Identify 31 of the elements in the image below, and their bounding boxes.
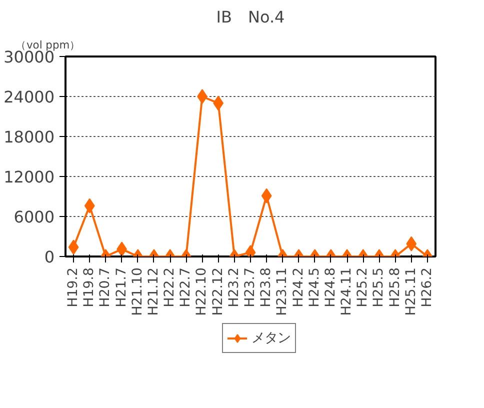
x-tick-label: H22.7 [178, 267, 194, 308]
chart-title: IB No.4 [216, 8, 285, 26]
x-tick-label: H25.11 [404, 267, 419, 316]
x-tick-label: H26.2 [420, 267, 435, 308]
x-tick-label: H20.7 [98, 267, 114, 308]
x-tick-label: H22.12 [210, 267, 226, 316]
x-tick-label: H19.8 [82, 267, 98, 308]
x-tick-label: H22.2 [162, 267, 178, 308]
x-tick-label: H23.11 [275, 267, 290, 316]
y-tick-label: 18000 [4, 128, 55, 146]
x-tick-label: H24.5 [307, 267, 322, 308]
x-tick-label: H25.2 [356, 267, 371, 308]
x-tick-label: H24.8 [323, 267, 338, 308]
x-tick-label: H24.2 [291, 267, 306, 308]
y-tick-label: 0 [44, 248, 55, 266]
x-tick-label: H21.7 [114, 267, 130, 308]
x-tick-label: H25.8 [388, 267, 403, 308]
x-tick-label: H19.2 [66, 267, 82, 308]
x-tick-label: H21.10 [130, 267, 146, 316]
x-tick-label: H24.11 [340, 267, 355, 316]
x-tick-label: H23.7 [243, 267, 258, 308]
legend-label: メタン [252, 330, 290, 347]
y-tick-label: 12000 [4, 168, 55, 186]
point [197, 89, 208, 104]
x-tick-label: H23.8 [259, 267, 274, 308]
y-tick-label: 24000 [4, 88, 55, 106]
x-tick-label: H21.12 [146, 267, 162, 316]
x-tick-label: H22.10 [194, 267, 210, 316]
y-tick-label: 6000 [14, 208, 54, 226]
x-tick-label: H23.2 [226, 267, 242, 308]
x-tick-label: H25.5 [372, 267, 387, 308]
